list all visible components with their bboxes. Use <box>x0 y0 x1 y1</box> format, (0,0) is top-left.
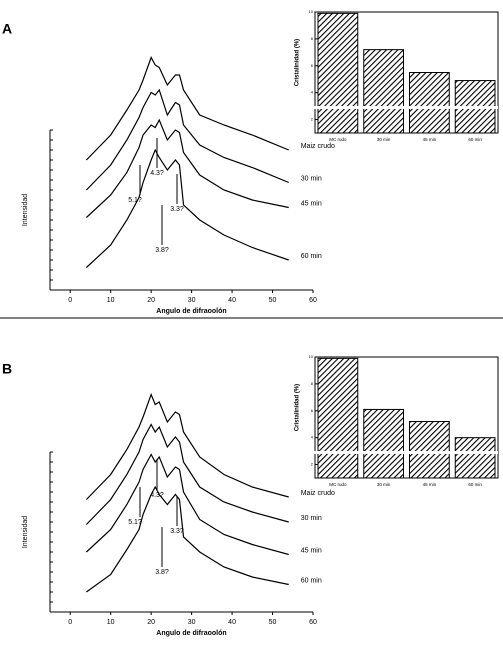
axis-break <box>311 106 498 109</box>
bar <box>454 437 496 479</box>
annotation: 5.1? <box>128 197 142 204</box>
xrd-curve <box>85 423 289 525</box>
x-tick-label: 60 <box>309 619 317 626</box>
annotation: 3.3? <box>170 206 184 213</box>
curve-label: 30 min <box>301 175 322 182</box>
curve-label: Maiz crudo <box>301 490 335 497</box>
y-tick-label: 4 <box>311 90 314 95</box>
x-tick-label: 0 <box>68 619 72 626</box>
x-axis-title: Angulo de difraoolón <box>156 630 226 637</box>
x-tick-label: 45 min <box>423 137 437 142</box>
y-tick-label: 10 <box>309 9 314 14</box>
y-axis-title: Intensidad <box>22 516 29 548</box>
x-tick-label: 60 <box>309 297 317 304</box>
y-tick-label: 2 <box>311 117 314 122</box>
x-tick-label: MC rudo <box>329 137 347 142</box>
x-tick-label: 60 min <box>468 137 482 142</box>
xrd-curve <box>86 148 289 268</box>
curve-label: 30 min <box>301 515 322 522</box>
xrd-curve <box>86 485 289 593</box>
bar <box>409 72 450 134</box>
y-tick-label: 4 <box>311 435 314 440</box>
xrd-curve <box>85 392 289 500</box>
y-axis-title: Cristalinidad (%) <box>295 39 301 86</box>
xrd-curve <box>85 88 289 191</box>
x-tick-label: 20 <box>147 297 155 304</box>
annotation: 5.1? <box>128 519 142 526</box>
x-tick-label: 10 <box>107 297 115 304</box>
x-axis-title: Angulo de difraoolón <box>156 308 226 315</box>
curve-label: Maiz crudo <box>301 143 335 150</box>
x-tick-label: 0 <box>68 297 72 304</box>
y-tick-label: 10 <box>309 354 314 359</box>
annotation: 4.3? <box>150 492 164 499</box>
x-tick-label: 45 min <box>423 482 437 487</box>
bar <box>317 12 359 134</box>
curve-label: 45 min <box>301 200 322 207</box>
x-tick-label: 30 <box>188 619 196 626</box>
x-tick-label: 50 <box>269 619 277 626</box>
panel-label: B <box>2 361 12 377</box>
panel-label: A <box>2 21 12 37</box>
x-tick-label: 50 <box>269 297 277 304</box>
curve-label: 60 min <box>301 577 322 584</box>
annotation: 3.3? <box>170 528 184 535</box>
bar <box>363 49 404 134</box>
x-tick-label: 40 <box>228 297 236 304</box>
bar <box>363 408 404 479</box>
bar <box>317 357 359 479</box>
curve-label: 60 min <box>301 253 322 260</box>
y-axis-title: Cristalinidad (%) <box>295 384 301 431</box>
x-tick-label: 40 <box>228 619 236 626</box>
plot-frame <box>314 11 499 134</box>
bar <box>409 421 450 479</box>
y-tick-label: 2 <box>311 462 314 467</box>
x-tick-label: 10 <box>107 619 115 626</box>
x-tick-label: 60 min <box>468 482 482 487</box>
curve-label: 45 min <box>301 547 322 554</box>
axis-break <box>311 451 498 454</box>
y-tick-label: 8 <box>311 381 314 386</box>
xrd-curve <box>86 118 289 218</box>
y-tick-label: 6 <box>311 63 314 68</box>
x-tick-label: 30 <box>188 297 196 304</box>
y-axis-title: Intensidad <box>22 194 29 226</box>
xrd-curve <box>85 56 289 161</box>
annotation: 3.8? <box>155 569 169 576</box>
annotation: 4.3? <box>150 170 164 177</box>
x-tick-label: 20 <box>147 619 155 626</box>
y-tick-label: 6 <box>311 408 314 413</box>
plot-frame <box>314 356 499 479</box>
xrd-curve <box>86 453 289 556</box>
x-tick-label: 30 min <box>377 137 391 142</box>
x-tick-label: MC rudo <box>329 482 347 487</box>
annotation: 3.8? <box>155 247 169 254</box>
x-tick-label: 30 min <box>377 482 391 487</box>
y-tick-label: 8 <box>311 36 314 41</box>
